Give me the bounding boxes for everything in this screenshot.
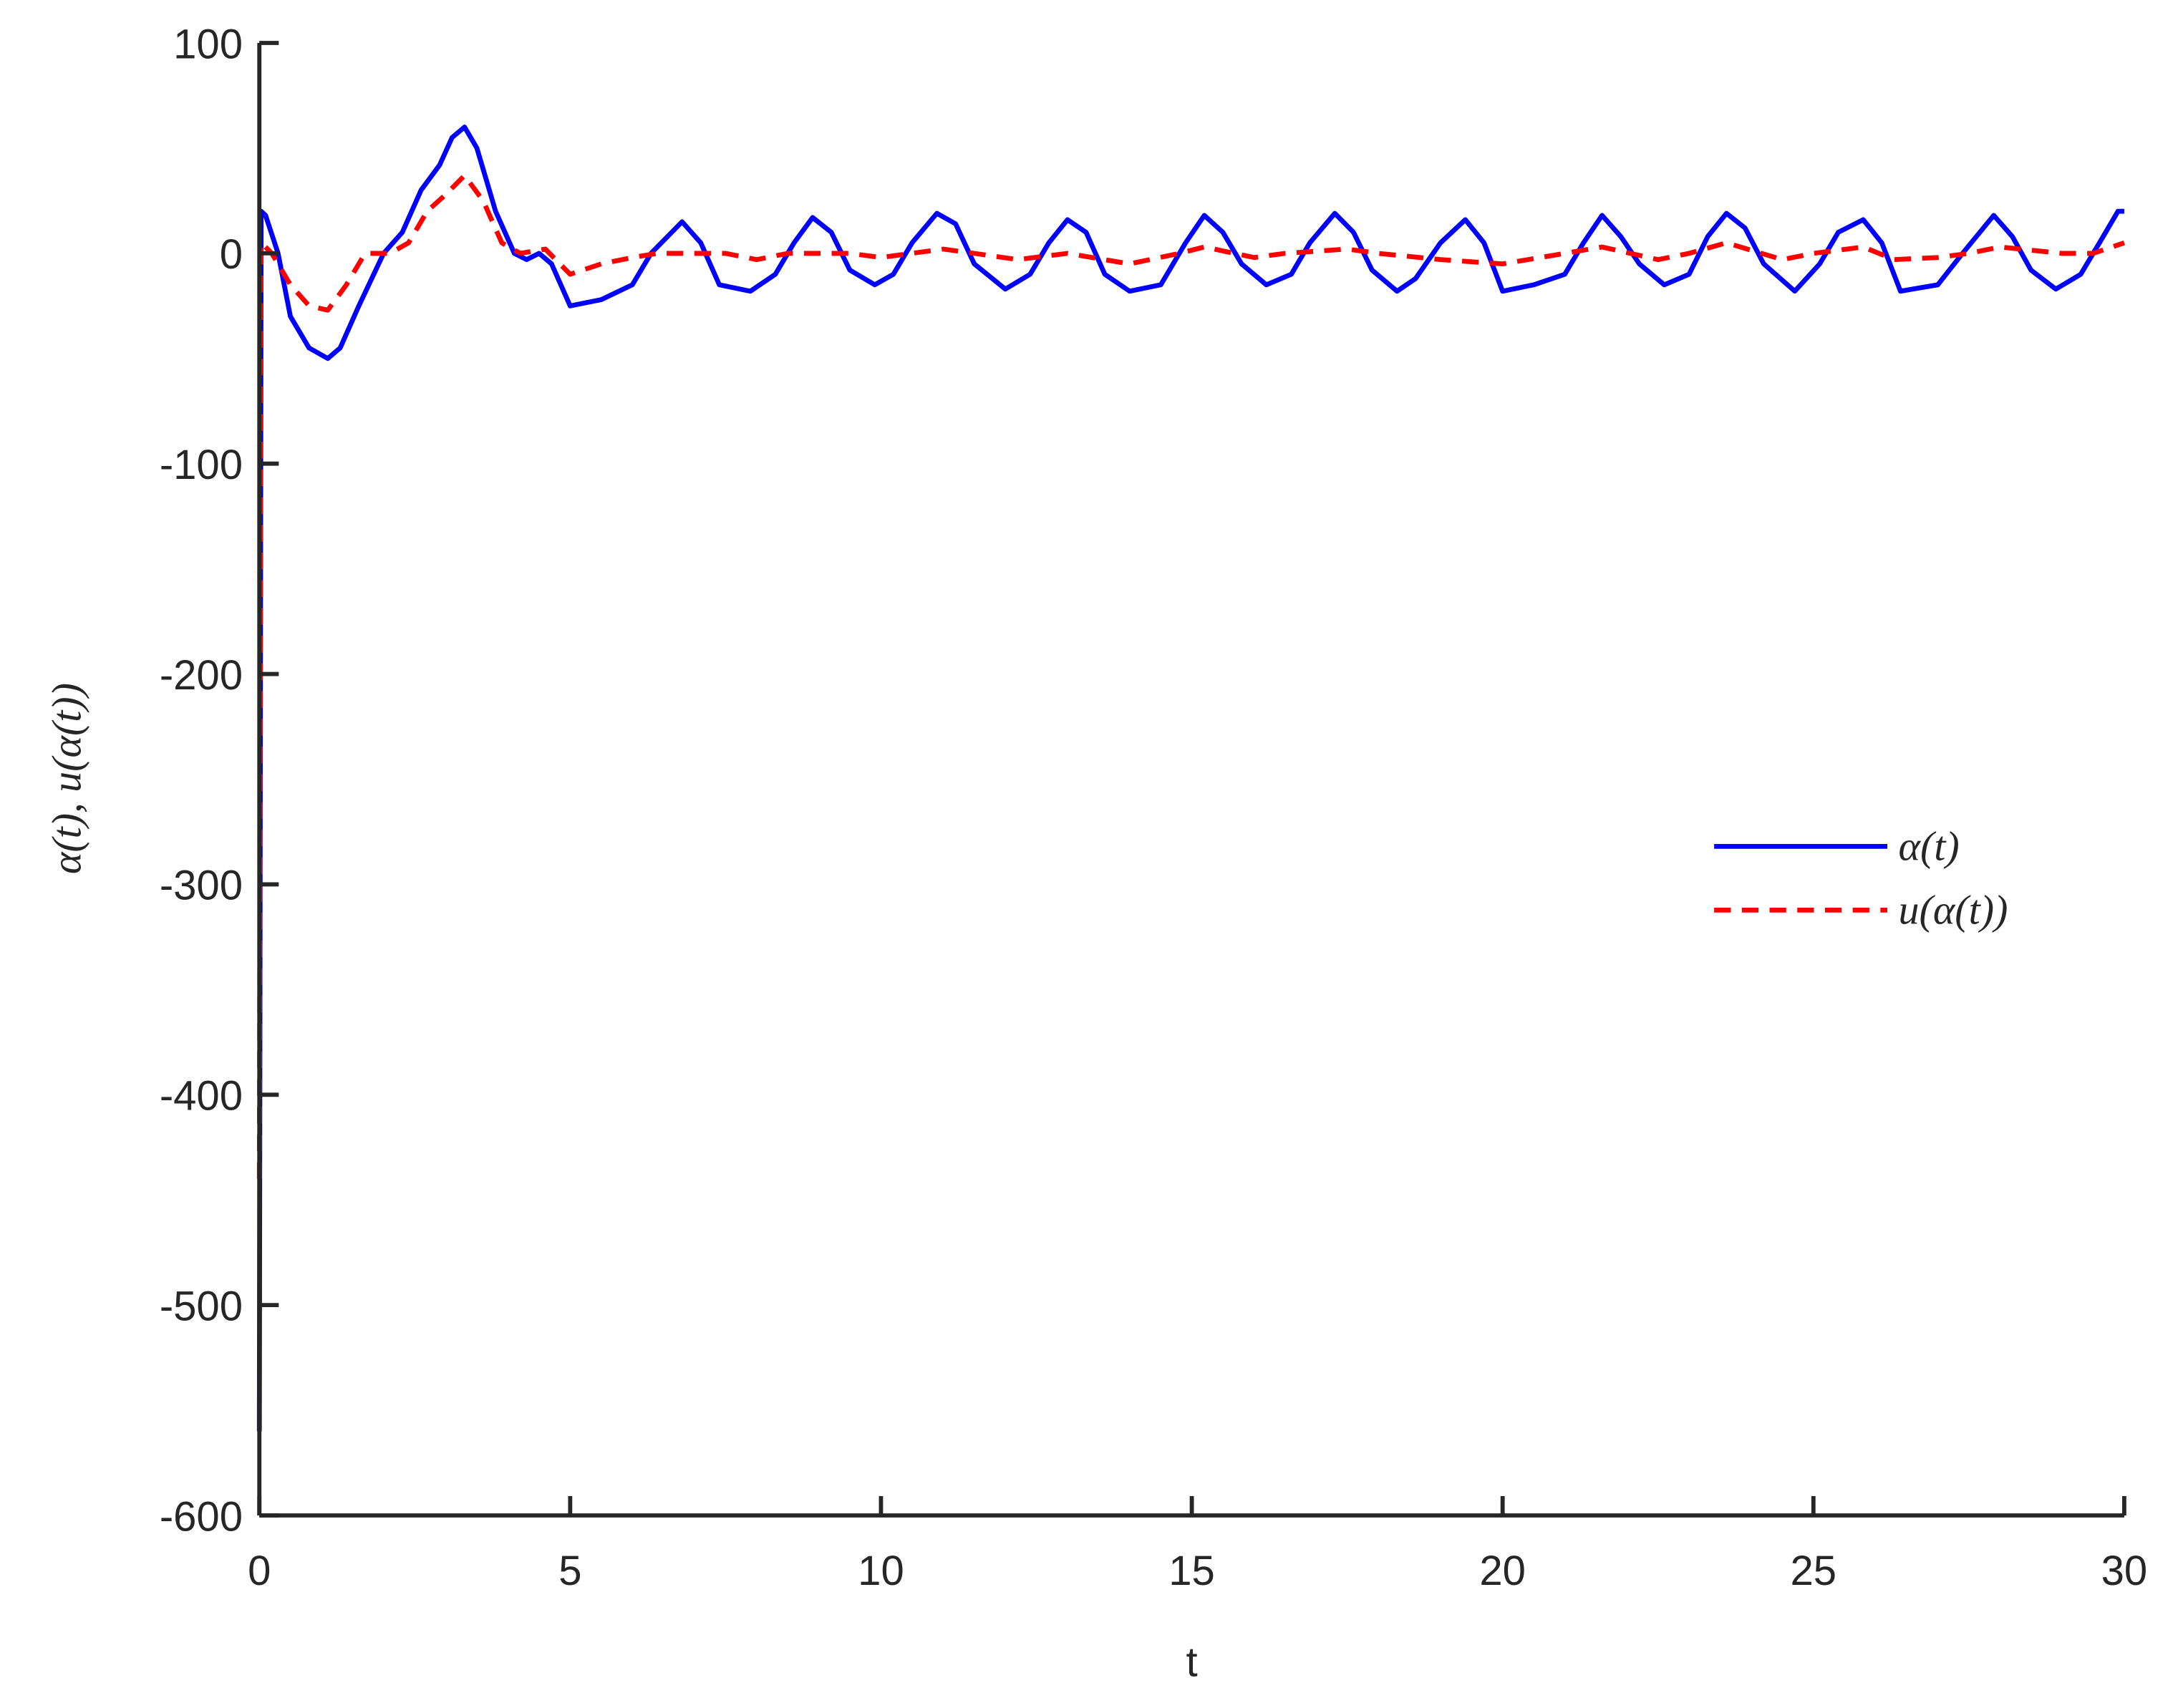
x-tick-label: 5 (558, 1548, 581, 1594)
x-tick-label: 25 (1791, 1548, 1837, 1594)
y-tick-label: -600 (160, 1493, 243, 1540)
y-tick-label: -100 (160, 442, 243, 488)
series-line (256, 125, 2124, 1432)
y-tick-label: 100 (173, 21, 243, 67)
x-tick-label: 10 (858, 1548, 904, 1594)
y-tick-label: -300 (160, 863, 243, 909)
y-tick-label: -500 (160, 1283, 243, 1329)
legend-label: u(α(t)) (1898, 887, 2008, 933)
x-tick-label: 30 (2101, 1548, 2148, 1594)
series-line (256, 173, 2125, 1179)
y-axis-label: α(t), u(α(t)) (44, 683, 90, 874)
x-axis-label: t (1186, 1639, 1197, 1685)
x-tick-label: 20 (1479, 1548, 1526, 1594)
y-tick-label: -400 (160, 1073, 243, 1120)
x-tick-label: 0 (248, 1548, 271, 1594)
legend-label: α(t) (1898, 823, 1959, 870)
y-tick-label: 0 (220, 231, 243, 278)
x-tick-label: 15 (1168, 1548, 1215, 1594)
y-tick-label: -200 (160, 652, 243, 699)
